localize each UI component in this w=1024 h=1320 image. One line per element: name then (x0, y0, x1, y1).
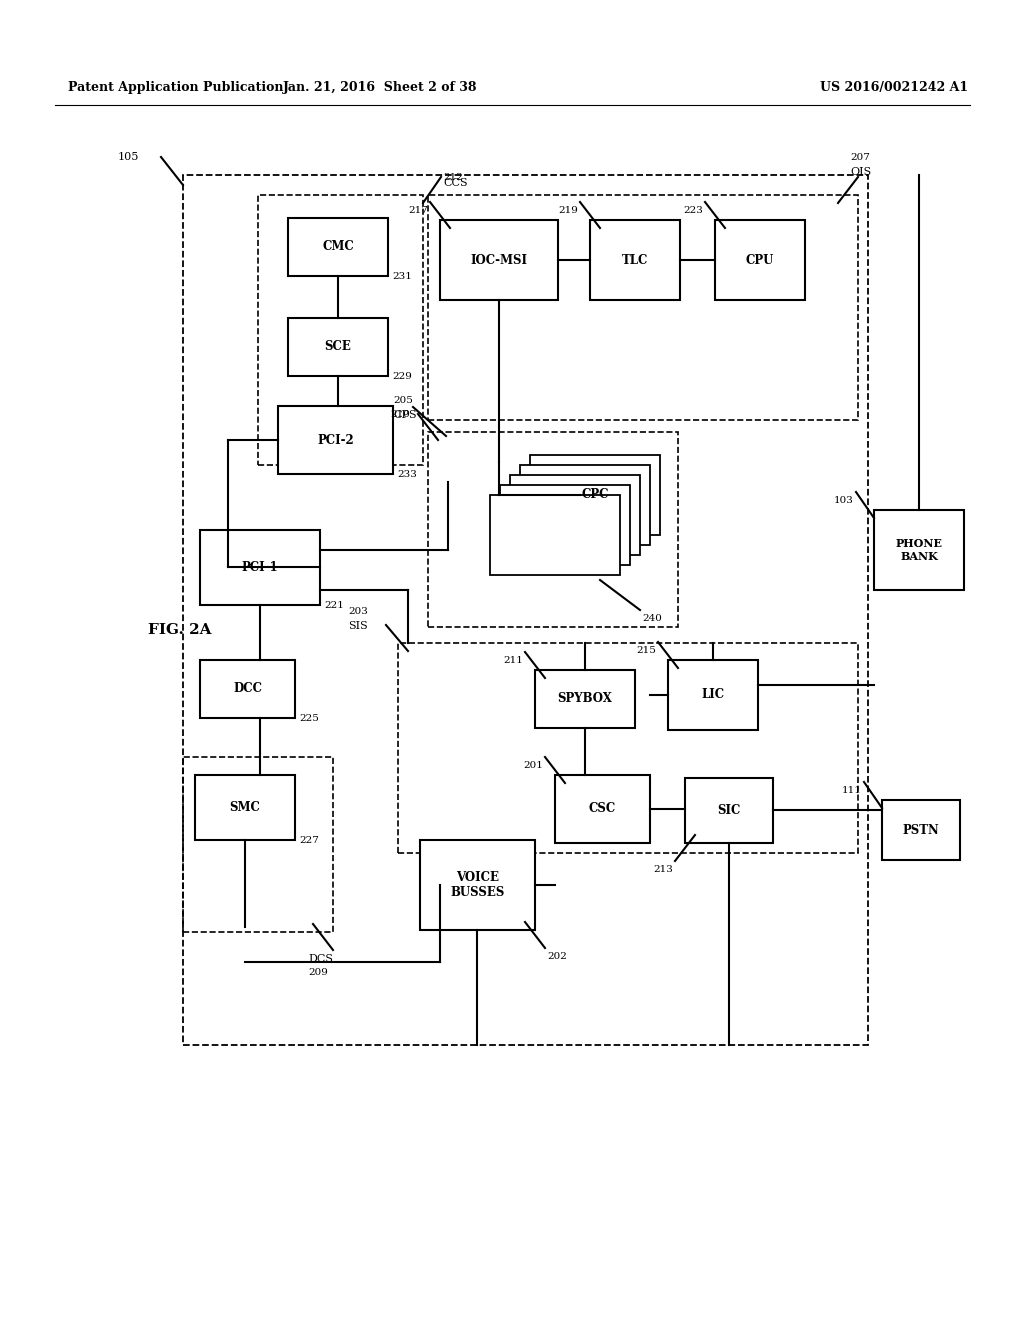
Text: 213: 213 (653, 865, 673, 874)
Text: SIC: SIC (718, 804, 740, 817)
Text: CPC: CPC (582, 488, 608, 502)
Bar (428, 195, 858, 420)
Text: PCI-2: PCI-2 (317, 433, 354, 446)
Text: US 2016/0021242 A1: US 2016/0021242 A1 (820, 82, 968, 95)
Text: 229: 229 (392, 372, 412, 381)
Bar (520, 465, 650, 545)
Text: TLC: TLC (622, 253, 648, 267)
Bar (500, 484, 630, 565)
Text: 103: 103 (835, 496, 854, 506)
Bar (288, 218, 388, 276)
Text: 231: 231 (392, 272, 412, 281)
Text: 202: 202 (547, 952, 567, 961)
Text: 219: 219 (558, 206, 578, 215)
Text: 210: 210 (390, 411, 410, 418)
Text: 227: 227 (299, 836, 318, 845)
Text: IOC-MSI: IOC-MSI (470, 253, 527, 267)
Text: 233: 233 (397, 470, 417, 479)
Text: 111: 111 (842, 785, 862, 795)
Text: DCC: DCC (233, 682, 262, 696)
Text: SCE: SCE (325, 341, 351, 354)
Text: LIC: LIC (701, 689, 725, 701)
Bar (440, 220, 558, 300)
Bar (555, 775, 650, 843)
Text: 240: 240 (642, 614, 662, 623)
Text: Jan. 21, 2016  Sheet 2 of 38: Jan. 21, 2016 Sheet 2 of 38 (283, 82, 477, 95)
Text: 105: 105 (118, 152, 139, 162)
Text: 223: 223 (683, 206, 703, 215)
Bar (874, 510, 964, 590)
Text: 221: 221 (324, 601, 344, 610)
Bar (200, 531, 319, 605)
Bar (258, 195, 423, 465)
Bar (398, 643, 858, 853)
Text: 209: 209 (308, 968, 328, 977)
Bar (200, 660, 295, 718)
Text: PCI-1: PCI-1 (242, 561, 279, 574)
Text: SIS: SIS (348, 620, 368, 631)
Text: 215: 215 (636, 645, 656, 655)
Bar (183, 176, 868, 1045)
Text: 211: 211 (503, 656, 523, 665)
Bar (420, 840, 535, 931)
Bar (490, 495, 620, 576)
Bar (530, 455, 660, 535)
Text: SPYBOX: SPYBOX (557, 693, 612, 705)
Text: CSC: CSC (589, 803, 616, 816)
Bar (882, 800, 961, 861)
Text: CPU: CPU (745, 253, 774, 267)
Bar (288, 318, 388, 376)
Text: VOICE
BUSSES: VOICE BUSSES (451, 871, 505, 899)
Text: OIS: OIS (850, 168, 871, 177)
Text: PHONE
BANK: PHONE BANK (896, 539, 942, 562)
Text: SMC: SMC (229, 801, 260, 814)
Text: 205: 205 (393, 396, 413, 405)
Bar (278, 407, 393, 474)
Bar (428, 432, 678, 627)
Text: 203: 203 (348, 607, 368, 616)
Text: CMC: CMC (323, 240, 354, 253)
Bar (668, 660, 758, 730)
Bar (510, 475, 640, 554)
Text: 207: 207 (850, 153, 869, 162)
Text: Patent Application Publication: Patent Application Publication (68, 82, 284, 95)
Bar (590, 220, 680, 300)
Bar (195, 775, 295, 840)
Text: DCS: DCS (308, 954, 333, 964)
Text: FIG. 2A: FIG. 2A (148, 623, 212, 638)
Bar (685, 777, 773, 843)
Text: 225: 225 (299, 714, 318, 723)
Text: 217: 217 (409, 206, 428, 215)
Text: 201: 201 (523, 762, 543, 770)
Bar (715, 220, 805, 300)
Bar (535, 671, 635, 729)
Text: CCS: CCS (443, 178, 468, 187)
Bar (183, 756, 333, 932)
Text: 212: 212 (443, 173, 463, 182)
Text: CPS: CPS (393, 411, 417, 420)
Text: PSTN: PSTN (902, 824, 939, 837)
